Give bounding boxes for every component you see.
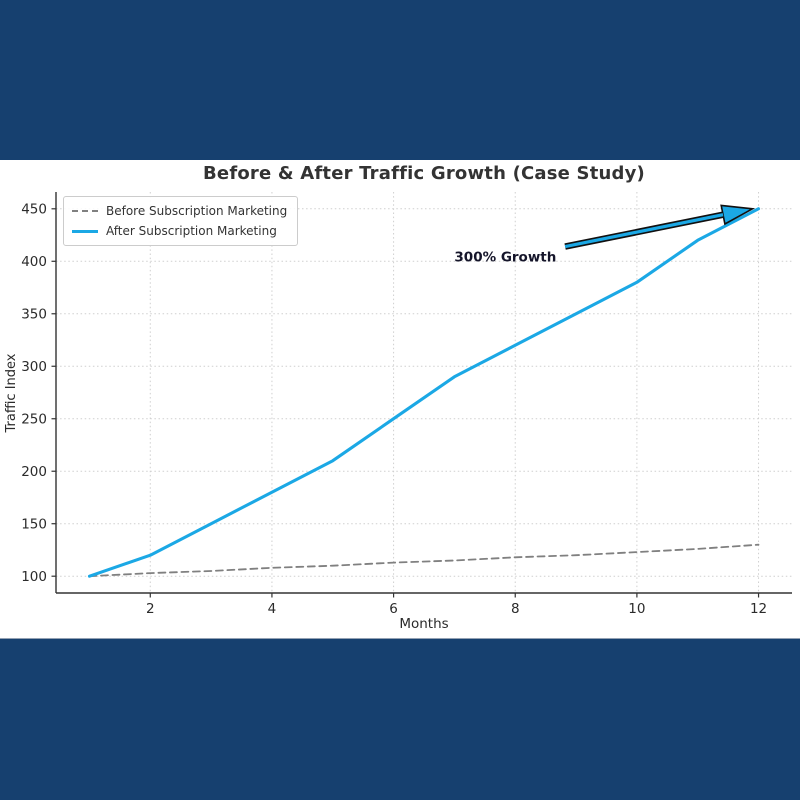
y-tick-label: 350 <box>21 307 47 323</box>
y-tick-label: 450 <box>21 202 47 218</box>
legend-item-before: Before Subscription Marketing <box>72 201 287 221</box>
x-tick-label: 12 <box>750 601 767 617</box>
y-tick-label: 300 <box>21 359 47 375</box>
growth-annotation-text: 300% Growth <box>454 249 556 265</box>
y-tick-label: 200 <box>21 464 47 480</box>
x-tick-label: 4 <box>268 601 277 617</box>
y-tick-label: 250 <box>21 412 47 428</box>
legend-item-after: After Subscription Marketing <box>72 221 287 241</box>
growth-arrow-shaft <box>564 213 724 249</box>
x-axis-label: Months <box>399 616 449 632</box>
legend-label-before: Before Subscription Marketing <box>106 204 288 218</box>
chart-title: Before & After Traffic Growth (Case Stud… <box>203 163 645 184</box>
x-tick-label: 8 <box>511 601 520 617</box>
growth-arrow-head <box>720 204 756 226</box>
bottom-banner <box>0 638 800 800</box>
after-line-swatch <box>72 229 98 233</box>
line-chart-canvas: 100 150 200 250 300 350 400 450 2 4 6 8 10 12 300% Gro… <box>21 192 792 617</box>
x-tick-label: 6 <box>389 601 398 617</box>
top-banner <box>0 0 800 160</box>
y-tick-label: 100 <box>21 569 47 585</box>
y-tick-label: 150 <box>21 517 47 533</box>
x-tick-label: 2 <box>146 601 155 617</box>
y-tick-label: 400 <box>21 254 47 270</box>
chart-legend: Before Subscription Marketing After Subs… <box>63 196 299 246</box>
before-series-line <box>88 543 760 578</box>
y-axis-label: Traffic Index <box>4 353 19 433</box>
legend-label-after: After Subscription Marketing <box>106 224 277 238</box>
chart-figure: Before & After Traffic Growth (Case Stud… <box>0 160 800 638</box>
x-tick-label: 10 <box>628 601 645 617</box>
after-series-line <box>87 207 761 578</box>
before-line-swatch <box>72 210 98 212</box>
